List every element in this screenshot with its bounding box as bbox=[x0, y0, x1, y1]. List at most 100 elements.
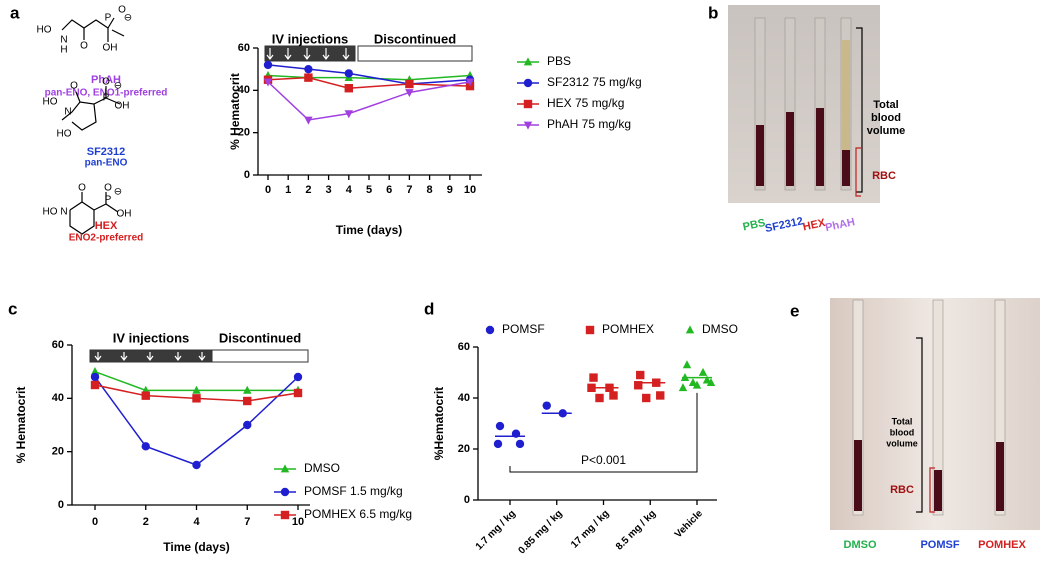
atom-label: O bbox=[80, 41, 88, 52]
x-tick-label: 10 bbox=[292, 516, 304, 528]
annotation-bar bbox=[264, 45, 356, 62]
legend-label: HEX 75 mg/kg bbox=[547, 96, 624, 110]
annotation: Discontinued bbox=[374, 31, 456, 46]
legend-marker bbox=[585, 325, 595, 335]
injection-arrow bbox=[322, 48, 330, 60]
marker bbox=[609, 391, 618, 400]
marker bbox=[515, 439, 525, 449]
rbc-label: RBC bbox=[890, 484, 914, 496]
y-tick-label: 20 bbox=[238, 127, 250, 139]
marker bbox=[678, 383, 688, 392]
y-tick-label: 60 bbox=[52, 339, 64, 351]
marker bbox=[192, 460, 201, 470]
marker bbox=[192, 394, 201, 403]
compound-name: SF2312 bbox=[87, 146, 126, 158]
series-line bbox=[267, 81, 471, 121]
legend-label: PBS bbox=[547, 54, 571, 68]
injection-arrow bbox=[120, 352, 128, 361]
legend-marker bbox=[280, 510, 290, 520]
legend-label: POMSF 1.5 mg/kg bbox=[304, 484, 403, 498]
structure-bond bbox=[93, 203, 107, 211]
tube bbox=[754, 17, 766, 191]
x-tick-label: 9 bbox=[447, 184, 453, 196]
atom-label: P bbox=[103, 93, 110, 104]
atom-label: OH bbox=[103, 43, 118, 54]
rbc-bracket bbox=[855, 147, 861, 197]
marker bbox=[642, 393, 651, 403]
x-tick-label: 3 bbox=[326, 184, 332, 196]
annotation-bar bbox=[211, 349, 309, 363]
panel-letter: d bbox=[424, 299, 434, 318]
legend-marker bbox=[523, 121, 533, 130]
compound-note: ENO2-preferred bbox=[69, 233, 143, 244]
tube-label: SF2312 bbox=[764, 215, 804, 235]
legend-label: DMSO bbox=[304, 461, 340, 475]
marker bbox=[304, 116, 313, 125]
rbc-column bbox=[854, 440, 862, 511]
injection-arrow bbox=[198, 352, 206, 361]
atom-label: ⊖ bbox=[114, 187, 122, 198]
y-tick-label: 0 bbox=[58, 499, 64, 511]
marker bbox=[243, 420, 252, 430]
marker bbox=[493, 439, 503, 449]
rbc-column bbox=[756, 125, 764, 186]
volume-bracket bbox=[856, 27, 863, 193]
legend-marker bbox=[685, 325, 695, 334]
y-tick-label: 40 bbox=[52, 392, 64, 404]
y-tick-label: 60 bbox=[238, 42, 250, 54]
photo-b bbox=[728, 5, 880, 203]
panel-letter: e bbox=[790, 301, 799, 320]
legend-marker bbox=[523, 78, 533, 88]
y-axis-label: % Hematocrit bbox=[14, 387, 28, 464]
volume-label: volume bbox=[886, 438, 918, 448]
tube-label: PBS bbox=[742, 217, 767, 233]
rbc-label: RBC bbox=[872, 170, 896, 182]
atom-label: O bbox=[102, 77, 110, 88]
series-line bbox=[267, 64, 471, 85]
legend-marker bbox=[523, 99, 533, 109]
tube bbox=[814, 17, 826, 191]
y-tick-label: 40 bbox=[458, 392, 470, 404]
marker bbox=[293, 372, 303, 382]
marker bbox=[344, 69, 353, 78]
atom-label: ⊖ bbox=[124, 13, 132, 24]
marker bbox=[656, 391, 665, 400]
atom-label: HO bbox=[37, 25, 52, 36]
panel-letter: a bbox=[10, 3, 20, 22]
marker bbox=[405, 89, 414, 98]
marker bbox=[293, 388, 303, 398]
y-tick-label: 0 bbox=[464, 494, 470, 506]
x-tick-label: 8.5 mg / kg bbox=[614, 508, 658, 552]
tube-label: DMSO bbox=[844, 539, 877, 551]
injection-arrow bbox=[146, 352, 154, 361]
marker bbox=[682, 360, 692, 369]
marker bbox=[304, 64, 313, 74]
atom-label: O bbox=[78, 183, 86, 194]
marker bbox=[706, 378, 716, 387]
volume-label: Total bbox=[873, 99, 898, 111]
tube-label: HEX bbox=[802, 217, 827, 234]
x-tick-label: 6 bbox=[386, 184, 392, 196]
marker bbox=[243, 385, 252, 394]
y-axis-label: % Hematocrit bbox=[228, 73, 242, 150]
atom-label: O bbox=[104, 183, 112, 194]
injection-arrow bbox=[174, 352, 182, 361]
annotation-bar bbox=[89, 349, 213, 363]
x-tick-label: 4 bbox=[193, 516, 200, 528]
marker bbox=[589, 373, 598, 382]
x-axis-label: Time (days) bbox=[336, 223, 402, 237]
marker bbox=[141, 442, 150, 451]
y-tick-label: 0 bbox=[244, 169, 250, 181]
x-tick-label: 7 bbox=[244, 516, 250, 528]
tube bbox=[784, 17, 796, 191]
volume-label: volume bbox=[867, 125, 906, 137]
injection-arrow bbox=[342, 48, 350, 60]
x-tick-label: 4 bbox=[346, 184, 353, 196]
atom-label: HO bbox=[43, 97, 58, 108]
atom-label: N bbox=[60, 35, 67, 46]
legend-marker bbox=[280, 487, 290, 497]
tube-label: POMHEX bbox=[978, 539, 1026, 551]
y-axis-label: %Hematocrit bbox=[432, 387, 446, 460]
volume-label: Total bbox=[892, 416, 913, 426]
structure-bond bbox=[105, 97, 121, 105]
